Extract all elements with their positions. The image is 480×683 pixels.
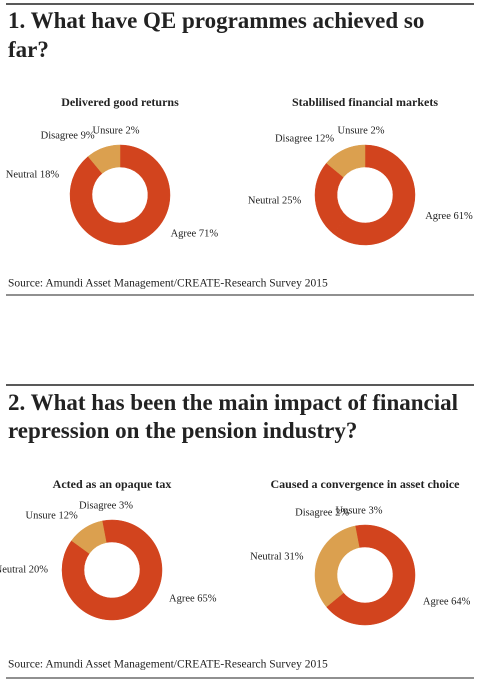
slice xyxy=(355,524,366,548)
source: Source: Amundi Asset Management/CREATE-R… xyxy=(8,659,328,671)
slice-label: Disagree 3% xyxy=(79,501,133,512)
chart-title: Caused a convergence in asset choice xyxy=(271,477,461,491)
section-title: repression on the pension industry? xyxy=(8,418,357,443)
slice xyxy=(326,524,416,626)
slice xyxy=(102,519,113,543)
slice xyxy=(314,527,357,608)
slice-label: Agree 64% xyxy=(423,597,471,608)
section-title: 2. What has been the main impact of fina… xyxy=(8,390,458,415)
slice-label: Unsure 12% xyxy=(26,510,78,521)
chart-title: Stablilised financial markets xyxy=(292,95,438,109)
slice-label: Disagree 2% xyxy=(295,507,349,518)
slice-label: Neutral 18% xyxy=(6,170,60,181)
slice-label: Agree 65% xyxy=(169,593,217,604)
slice xyxy=(71,519,163,621)
slice xyxy=(332,144,416,246)
slice-label: Neutral 31% xyxy=(250,552,304,563)
slice-label: Neutral 20% xyxy=(0,564,48,575)
slice-label: Disagree 12% xyxy=(275,133,334,144)
slice xyxy=(113,144,121,168)
slice-label: Unsure 3% xyxy=(336,506,383,517)
section-title: far? xyxy=(8,37,49,62)
chart-title: Acted as an opaque tax xyxy=(53,477,172,491)
chart-title: Delivered good returns xyxy=(61,95,179,109)
slice-label: Disagree 9% xyxy=(41,131,95,142)
slice xyxy=(71,144,171,246)
slice-label: Agree 61% xyxy=(425,211,473,222)
slice-label: Unsure 2% xyxy=(338,126,385,137)
slice-label: Agree 71% xyxy=(171,229,219,240)
slice xyxy=(358,144,366,168)
source: Source: Amundi Asset Management/CREATE-R… xyxy=(8,278,328,290)
section-title: 1. What have QE programmes achieved so xyxy=(8,8,424,33)
slice-label: Neutral 25% xyxy=(248,195,302,206)
slice-label: Unsure 2% xyxy=(93,126,140,137)
